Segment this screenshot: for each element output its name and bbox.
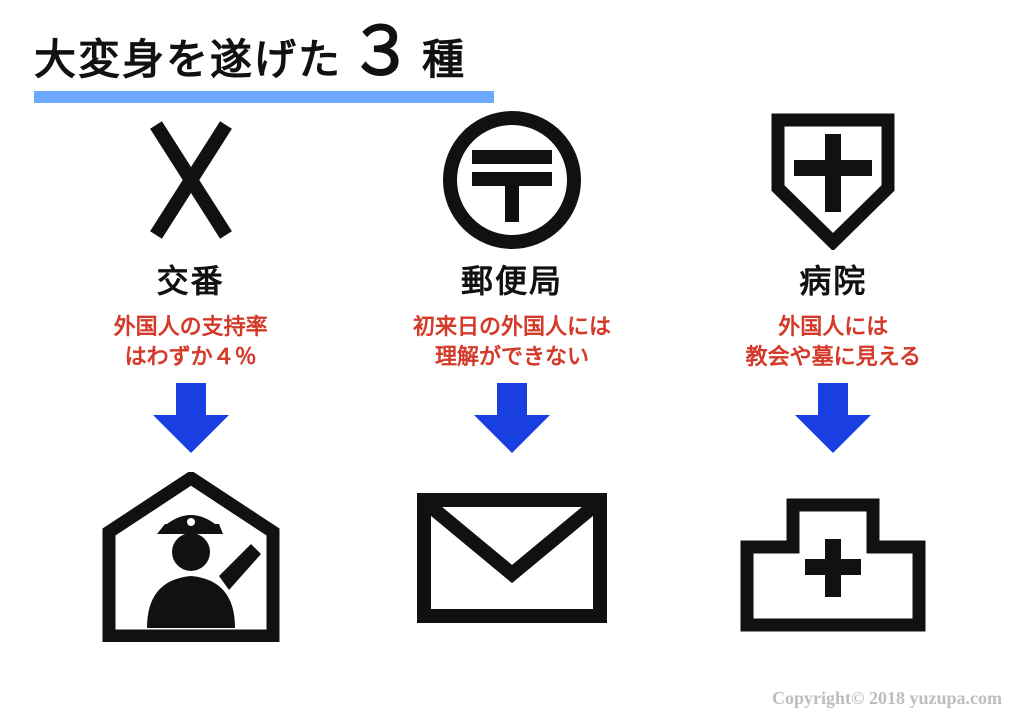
column-note: 外国人の支持率 はわずか４％ [114, 312, 268, 371]
down-arrow-icon [793, 383, 873, 458]
title-suffix: 種 [422, 26, 466, 87]
copyright-text: Copyright© 2018 yuzupa.com [772, 688, 1002, 709]
title-prefix: 大変身を遂げた [34, 26, 342, 87]
page-title: 大変身を遂げた ３ 種 [34, 18, 494, 87]
title-big-number: ３ [348, 18, 416, 84]
hospital-building-icon [733, 472, 933, 642]
down-arrow-icon [151, 383, 231, 458]
shield-cross-icon [768, 110, 898, 250]
police-box-icon [101, 472, 281, 642]
jp-post-mark-icon [442, 110, 582, 250]
column-label: 病院 [799, 256, 867, 302]
envelope-icon [412, 472, 612, 642]
column-hospital: 病院 外国人には 教会や墓に見える [683, 110, 983, 642]
x-mark-icon [136, 110, 246, 250]
column-post: 郵便局 初来日の外国人には 理解ができない [362, 110, 662, 642]
columns-container: 交番 外国人の支持率 はわずか４％ [0, 110, 1024, 642]
title-underline [34, 91, 494, 103]
column-note: 外国人には 教会や墓に見える [746, 312, 921, 371]
down-arrow-icon [472, 383, 552, 458]
column-label: 交番 [157, 256, 225, 302]
column-label: 郵便局 [461, 256, 563, 302]
title-block: 大変身を遂げた ３ 種 [34, 18, 494, 103]
column-note: 初来日の外国人には 理解ができない [413, 312, 611, 371]
column-koban: 交番 外国人の支持率 はわずか４％ [41, 110, 341, 642]
